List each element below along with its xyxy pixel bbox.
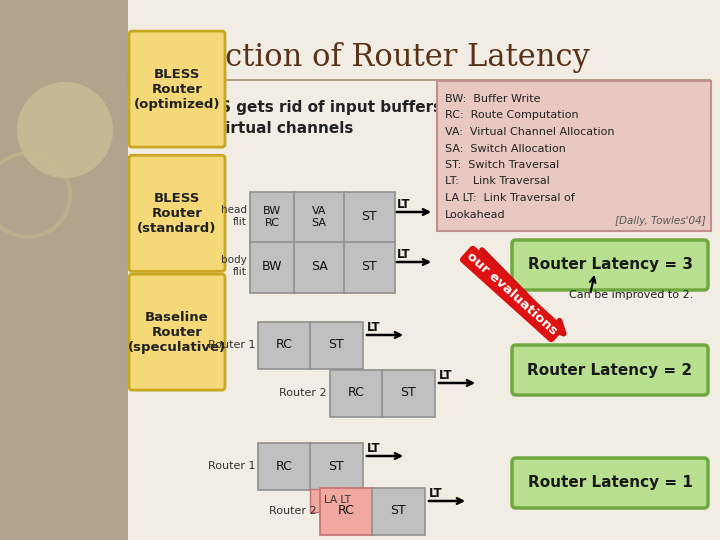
FancyBboxPatch shape — [129, 156, 225, 271]
FancyBboxPatch shape — [294, 241, 344, 293]
Text: Router 2: Router 2 — [269, 506, 317, 516]
Text: VA:  Virtual Channel Allocation: VA: Virtual Channel Allocation — [445, 127, 614, 137]
Text: RC: RC — [348, 387, 364, 400]
Text: LT: LT — [367, 321, 381, 334]
Text: Router Latency = 1: Router Latency = 1 — [528, 476, 693, 490]
Text: ST: ST — [361, 211, 377, 224]
Text: Reduction of Router Latency: Reduction of Router Latency — [145, 42, 590, 73]
FancyBboxPatch shape — [310, 321, 362, 368]
Text: ST: ST — [328, 460, 344, 472]
FancyBboxPatch shape — [512, 458, 708, 508]
Text: Baseline
Router
(speculative): Baseline Router (speculative) — [128, 310, 226, 354]
Text: our evaluations: our evaluations — [464, 250, 560, 338]
Text: LT: LT — [397, 248, 410, 261]
Bar — [0, 0, 128, 540]
Text: SA: SA — [310, 260, 328, 273]
FancyBboxPatch shape — [372, 488, 425, 535]
Text: ST: ST — [328, 339, 344, 352]
Text: ST:  Switch Traversal: ST: Switch Traversal — [445, 160, 559, 170]
Text: BLESS
Router
(optimized): BLESS Router (optimized) — [134, 68, 220, 111]
FancyBboxPatch shape — [343, 241, 395, 293]
Text: Router Latency = 3: Router Latency = 3 — [528, 258, 693, 273]
FancyBboxPatch shape — [250, 192, 294, 242]
Text: •: • — [162, 100, 173, 118]
Text: BW:  Buffer Write: BW: Buffer Write — [445, 94, 541, 104]
Text: head
flit: head flit — [221, 205, 247, 227]
Text: LT: LT — [397, 198, 410, 211]
Text: RC: RC — [276, 460, 292, 472]
FancyBboxPatch shape — [512, 240, 708, 290]
Text: ST: ST — [390, 504, 406, 517]
FancyBboxPatch shape — [310, 489, 366, 511]
Text: Lookahead: Lookahead — [445, 210, 505, 219]
Text: Can be improved to 2.: Can be improved to 2. — [569, 290, 693, 300]
Text: [Dally, Towles'04]: [Dally, Towles'04] — [616, 216, 706, 226]
Circle shape — [17, 82, 113, 178]
Text: LT:    Link Traversal: LT: Link Traversal — [445, 177, 550, 186]
Text: BLESS
Router
(standard): BLESS Router (standard) — [138, 192, 217, 235]
Text: BW
RC: BW RC — [263, 206, 281, 228]
Text: BLESS gets rid of input buffers
and virtual channels: BLESS gets rid of input buffers and virt… — [178, 100, 442, 136]
FancyBboxPatch shape — [250, 241, 294, 293]
Text: VA
SA: VA SA — [312, 206, 326, 228]
Text: Router 1: Router 1 — [207, 340, 255, 350]
Text: LT: LT — [429, 487, 443, 500]
Text: Router 2: Router 2 — [279, 388, 327, 398]
Text: ST: ST — [400, 387, 416, 400]
Text: Router 1: Router 1 — [207, 461, 255, 471]
FancyBboxPatch shape — [320, 488, 372, 535]
Text: RC:  Route Computation: RC: Route Computation — [445, 111, 579, 120]
FancyBboxPatch shape — [258, 442, 310, 489]
Text: RC: RC — [338, 504, 354, 517]
FancyBboxPatch shape — [382, 369, 434, 416]
FancyBboxPatch shape — [330, 369, 382, 416]
Text: LA LT:  Link Traversal of: LA LT: Link Traversal of — [445, 193, 575, 203]
Text: LA LT: LA LT — [325, 495, 351, 505]
Text: SA:  Switch Allocation: SA: Switch Allocation — [445, 144, 566, 153]
FancyArrowPatch shape — [482, 250, 564, 334]
Text: body
flit: body flit — [221, 255, 247, 277]
FancyBboxPatch shape — [512, 345, 708, 395]
FancyBboxPatch shape — [294, 192, 344, 242]
Text: ST: ST — [361, 260, 377, 273]
Bar — [128, 0, 720, 540]
Text: Router Latency = 2: Router Latency = 2 — [528, 362, 693, 377]
FancyBboxPatch shape — [437, 81, 711, 231]
Text: RC: RC — [276, 339, 292, 352]
Text: BW: BW — [262, 260, 282, 273]
FancyBboxPatch shape — [310, 442, 362, 489]
FancyBboxPatch shape — [129, 274, 225, 390]
Text: LT: LT — [439, 369, 453, 382]
FancyBboxPatch shape — [129, 31, 225, 147]
FancyBboxPatch shape — [343, 192, 395, 242]
Text: LT: LT — [367, 442, 381, 455]
FancyBboxPatch shape — [258, 321, 310, 368]
